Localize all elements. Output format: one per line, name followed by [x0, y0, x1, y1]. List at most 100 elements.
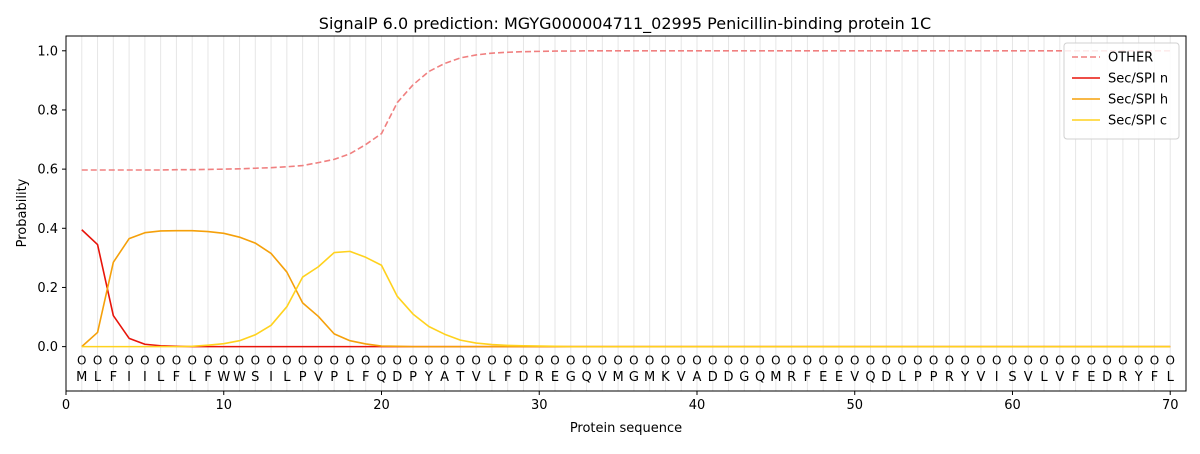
sequence-layer: OMOLOFOIOIOLOFOLOFOWOWOSOIOLOPOVOPOLOFOQ…: [76, 353, 1175, 385]
x-tick-label: 0: [62, 398, 70, 413]
region-label: O: [1118, 353, 1127, 367]
region-label: O: [1102, 353, 1111, 367]
region-label: O: [282, 353, 291, 367]
residue-label: P: [330, 370, 338, 385]
y-axis-label: Probability: [15, 178, 30, 247]
residue-label: V: [677, 370, 686, 385]
region-label: O: [913, 353, 922, 367]
x-axis-ticks: 0 10 20 30 40 50 60 70: [62, 391, 1178, 413]
legend-entry: OTHER: [1108, 51, 1153, 66]
region-label: O: [535, 353, 544, 367]
region-label: O: [1024, 353, 1033, 367]
region-label: O: [740, 353, 749, 367]
residue-label: P: [409, 370, 417, 385]
residue-label: V: [598, 370, 607, 385]
region-label: O: [755, 353, 764, 367]
residue-label: D: [708, 370, 718, 385]
region-label: O: [850, 353, 859, 367]
residue-label: I: [269, 370, 273, 385]
residue-label: Y: [424, 370, 433, 385]
region-label: O: [1150, 353, 1159, 367]
residue-label: Q: [865, 370, 875, 385]
residue-label: L: [1167, 370, 1175, 385]
residue-label: F: [504, 370, 511, 385]
region-label: O: [945, 353, 954, 367]
residue-label: V: [850, 370, 859, 385]
x-tick-label: 20: [373, 398, 390, 413]
region-label: O: [724, 353, 733, 367]
residue-label: Q: [755, 370, 765, 385]
region-label: O: [598, 353, 607, 367]
region-label: O: [408, 353, 417, 367]
residue-label: V: [472, 370, 481, 385]
y-tick-label: 0.2: [37, 281, 58, 296]
region-label: O: [251, 353, 260, 367]
residue-label: E: [835, 370, 843, 385]
region-label: O: [1165, 353, 1174, 367]
x-tick-label: 30: [531, 398, 548, 413]
region-label: O: [519, 353, 528, 367]
region-label: O: [708, 353, 717, 367]
legend-entry: Sec/SPI h: [1108, 93, 1168, 108]
residue-label: W: [217, 370, 230, 385]
residue-label: Y: [1134, 370, 1143, 385]
region-label: O: [960, 353, 969, 367]
residue-label: F: [804, 370, 811, 385]
region-label: O: [645, 353, 654, 367]
legend-entry: Sec/SPI n: [1108, 72, 1168, 87]
region-label: O: [1071, 353, 1080, 367]
region-label: O: [471, 353, 480, 367]
legend-entry: Sec/SPI c: [1108, 114, 1167, 129]
x-tick-label: 10: [215, 398, 232, 413]
x-tick-label: 60: [1004, 398, 1021, 413]
residue-label: Q: [376, 370, 386, 385]
region-label: O: [266, 353, 275, 367]
region-label: O: [77, 353, 86, 367]
residue-label: V: [1055, 370, 1064, 385]
residue-label: E: [551, 370, 559, 385]
residue-label: V: [1024, 370, 1033, 385]
residue-label: P: [914, 370, 922, 385]
plot-frame: [65, 35, 1187, 392]
residue-label: L: [283, 370, 291, 385]
region-label: O: [992, 353, 1001, 367]
residue-label: R: [787, 370, 796, 385]
x-axis-label: Protein sequence: [570, 421, 682, 436]
region-label: O: [566, 353, 575, 367]
region-label: O: [661, 353, 670, 367]
region-label: O: [314, 353, 323, 367]
residue-label: L: [1040, 370, 1048, 385]
grid-layer: [81, 36, 1171, 391]
region-label: O: [676, 353, 685, 367]
region-label: O: [803, 353, 812, 367]
region-label: O: [787, 353, 796, 367]
residue-label: R: [1118, 370, 1127, 385]
region-label: O: [203, 353, 212, 367]
y-tick-label: 1.0: [37, 44, 58, 59]
region-label: O: [345, 353, 354, 367]
region-label: O: [456, 353, 465, 367]
region-label: O: [156, 353, 165, 367]
residue-label: F: [1072, 370, 1079, 385]
region-label: O: [124, 353, 133, 367]
residue-label: D: [1102, 370, 1112, 385]
residue-label: R: [945, 370, 954, 385]
residue-label: T: [455, 370, 464, 385]
region-label: O: [613, 353, 622, 367]
region-label: O: [109, 353, 118, 367]
region-label: O: [550, 353, 559, 367]
residue-label: G: [629, 370, 639, 385]
region-label: O: [377, 353, 386, 367]
residue-label: E: [819, 370, 827, 385]
residue-label: I: [127, 370, 131, 385]
region-label: O: [235, 353, 244, 367]
residue-label: L: [488, 370, 496, 385]
y-tick-label: 0.0: [37, 340, 58, 355]
residue-label: F: [204, 370, 211, 385]
residue-label: S: [251, 370, 259, 385]
region-label: O: [361, 353, 370, 367]
residue-label: W: [233, 370, 246, 385]
region-label: O: [771, 353, 780, 367]
